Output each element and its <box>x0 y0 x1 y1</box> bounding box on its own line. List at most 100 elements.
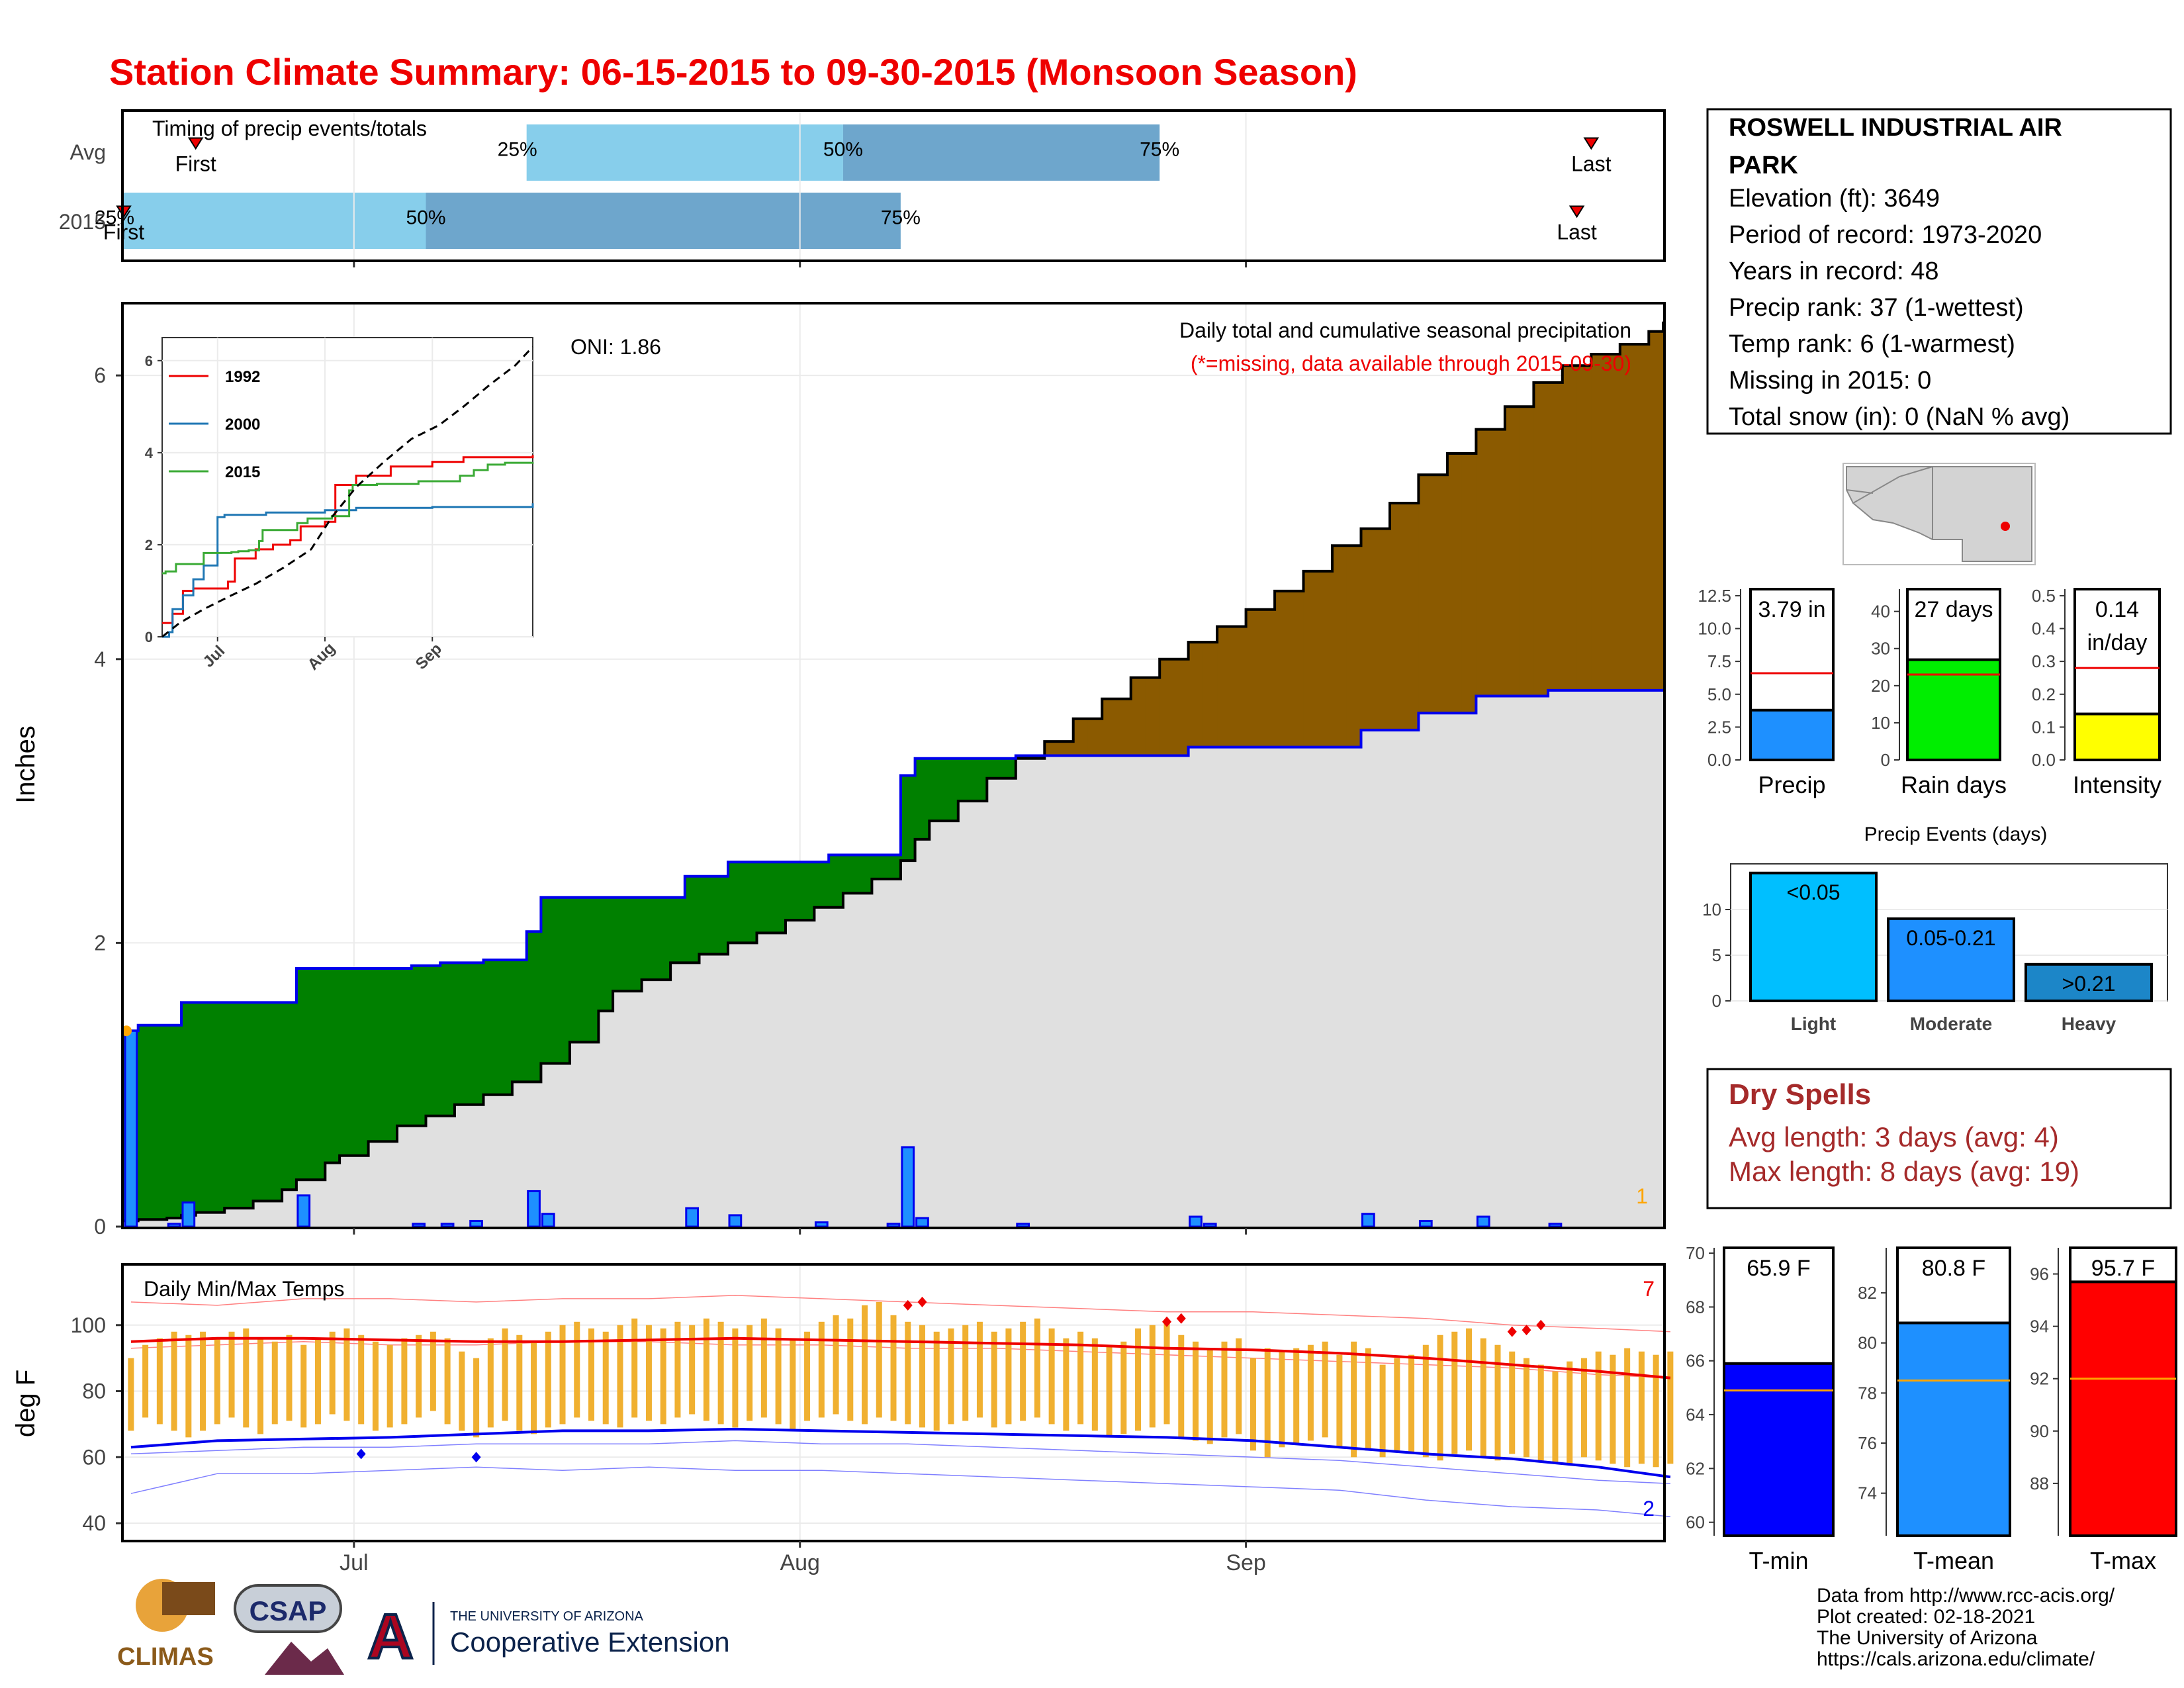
daily-precip-bar <box>1548 1223 1563 1228</box>
mean-t-mean-value-label: 80.8 F <box>1922 1256 1985 1281</box>
above-average-area <box>282 1002 297 1190</box>
daily-temp-range-bar <box>401 1338 408 1425</box>
daily-precip-bar <box>124 1029 138 1228</box>
above-average-area <box>411 965 427 1126</box>
cumulative-base-area <box>627 991 643 1227</box>
season-precip-y-tick-label: 7.5 <box>1707 651 1731 671</box>
temperature-y-axis-label: deg F <box>11 1370 40 1437</box>
temperature-means-charts: 60 62 64 66 68 70 65.9 F T-min 74 76 78 80 82 80.8 F T… <box>1686 1243 2177 1574</box>
timing-p75-label: 75% <box>881 207 921 229</box>
cumulative-base-area <box>1576 690 1592 1227</box>
cumulative-base-area <box>1217 747 1232 1227</box>
daily-precip-bar <box>527 1190 541 1228</box>
above-average-area <box>944 758 959 821</box>
daily-temp-range-bar <box>1020 1321 1026 1421</box>
below-average-area <box>1116 698 1132 756</box>
above-average-area <box>1015 755 1031 759</box>
season-precip-y-tick-label: 5.0 <box>1707 684 1731 704</box>
daily-precip-bar <box>685 1207 700 1228</box>
below-average-area <box>1375 528 1390 730</box>
cumulative-base-area <box>886 878 901 1227</box>
below-average-area <box>1188 642 1203 747</box>
cumulative-base-area <box>584 1042 599 1227</box>
daily-precip-bar <box>167 1223 181 1228</box>
daily-temp-range-bar <box>1610 1354 1616 1464</box>
season-rain-days-y-tick-label: 0 <box>1881 750 1890 770</box>
station-snow: Total snow (in): 0 (NaN % avg) <box>1729 403 2070 431</box>
below-average-area <box>1303 571 1318 747</box>
below-average-area <box>1203 642 1218 747</box>
above-average-area <box>152 1025 167 1220</box>
above-average-area <box>872 855 887 879</box>
cumulative-base-area <box>900 861 916 1227</box>
cumulative-base-area <box>253 1201 268 1227</box>
cumulative-base-area <box>498 1094 513 1227</box>
cumulative-base-area <box>1246 747 1261 1227</box>
below-average-area <box>1404 503 1420 730</box>
daily-temp-range-bar <box>185 1335 192 1438</box>
cumulative-base-area <box>1634 690 1649 1227</box>
cumulative-base-area <box>1173 755 1189 1227</box>
cumulative-base-area <box>238 1208 254 1227</box>
temperature-plot-area: 40 60 80 100 <box>71 1266 1674 1540</box>
oni-label: ONI: 1.86 <box>570 335 661 359</box>
csap-logo-cloud <box>234 1584 342 1633</box>
daily-temp-range-bar <box>1595 1351 1602 1461</box>
daily-temp-range-bar <box>257 1338 264 1434</box>
cumulative-base-area <box>742 943 758 1227</box>
daily-temp-range-bar <box>1178 1335 1185 1438</box>
precip-events-bar-label: >0.21 <box>2062 972 2116 996</box>
timing-last-label: Last <box>1571 152 1612 176</box>
cumulative-base-area <box>1346 747 1362 1227</box>
daily-temp-range-bar <box>1120 1341 1127 1434</box>
daily-temp-range-bar <box>588 1328 594 1421</box>
cumulative-base-area <box>1015 758 1031 1227</box>
mean-t-max-y-tick-label: 88 <box>2030 1474 2049 1493</box>
temperature-panel-frame <box>121 1263 1666 1542</box>
above-average-area <box>785 862 801 921</box>
season-precip-value-bar <box>1749 708 1835 762</box>
season-precip-y-tick-label: 2.5 <box>1707 717 1731 737</box>
timing-p75-label: 75% <box>1140 139 1179 161</box>
inset-legend-label: 2015 <box>225 463 260 481</box>
cumulative-base-area <box>1404 729 1420 1227</box>
daily-temp-range-bar <box>1365 1348 1371 1451</box>
record-high-marker <box>1536 1319 1546 1331</box>
cumulative-base-area <box>1606 690 1621 1227</box>
daily-temp-range-bar <box>617 1325 623 1428</box>
daily-temp-range-bar <box>1580 1358 1587 1458</box>
cumulative-base-area <box>1504 696 1520 1227</box>
station-temp-rank: Temp rank: 6 (1-warmest) <box>1729 330 2015 358</box>
below-average-area <box>1217 626 1232 747</box>
precip-events-title: Precip Events (days) <box>1864 823 2048 845</box>
climas-logo: CLIMAS <box>117 1579 215 1671</box>
cumulative-base-area <box>987 778 1002 1227</box>
above-average-area <box>325 968 340 1163</box>
above-average-area <box>397 968 412 1126</box>
temp-y-tick-label: 40 <box>82 1511 106 1535</box>
daily-temp-range-bar <box>531 1341 537 1434</box>
cumulative-base-area <box>1490 696 1506 1227</box>
season-intensity-value-label: 0.14 <box>2095 597 2139 622</box>
above-average-area <box>253 1002 268 1201</box>
daily-temp-range-bar <box>919 1325 925 1428</box>
below-average-area <box>1073 718 1089 756</box>
timing-p50-label: 50% <box>823 139 863 161</box>
daily-temp-range-bar <box>790 1338 796 1431</box>
inset-x-tick-label: Sep <box>412 640 445 673</box>
below-average-area <box>1346 545 1362 747</box>
daily-temp-range-bar <box>732 1328 739 1428</box>
cumulative-base-area <box>1073 755 1089 1227</box>
above-average-area <box>584 897 599 1043</box>
temp-y-tick-label: 80 <box>82 1380 106 1403</box>
x-tick-label: Aug <box>780 1550 820 1575</box>
station-name-line1: ROSWELL INDUSTRIAL AIR <box>1729 114 2062 142</box>
season-precip-y-tick-label: 10.0 <box>1698 619 1731 639</box>
above-average-area <box>656 897 671 980</box>
daily-temp-range-bar <box>847 1318 854 1421</box>
average-cumulative-line <box>124 321 1664 1223</box>
daily-temp-range-bar <box>818 1321 825 1418</box>
daily-temp-range-bar <box>1653 1354 1659 1468</box>
